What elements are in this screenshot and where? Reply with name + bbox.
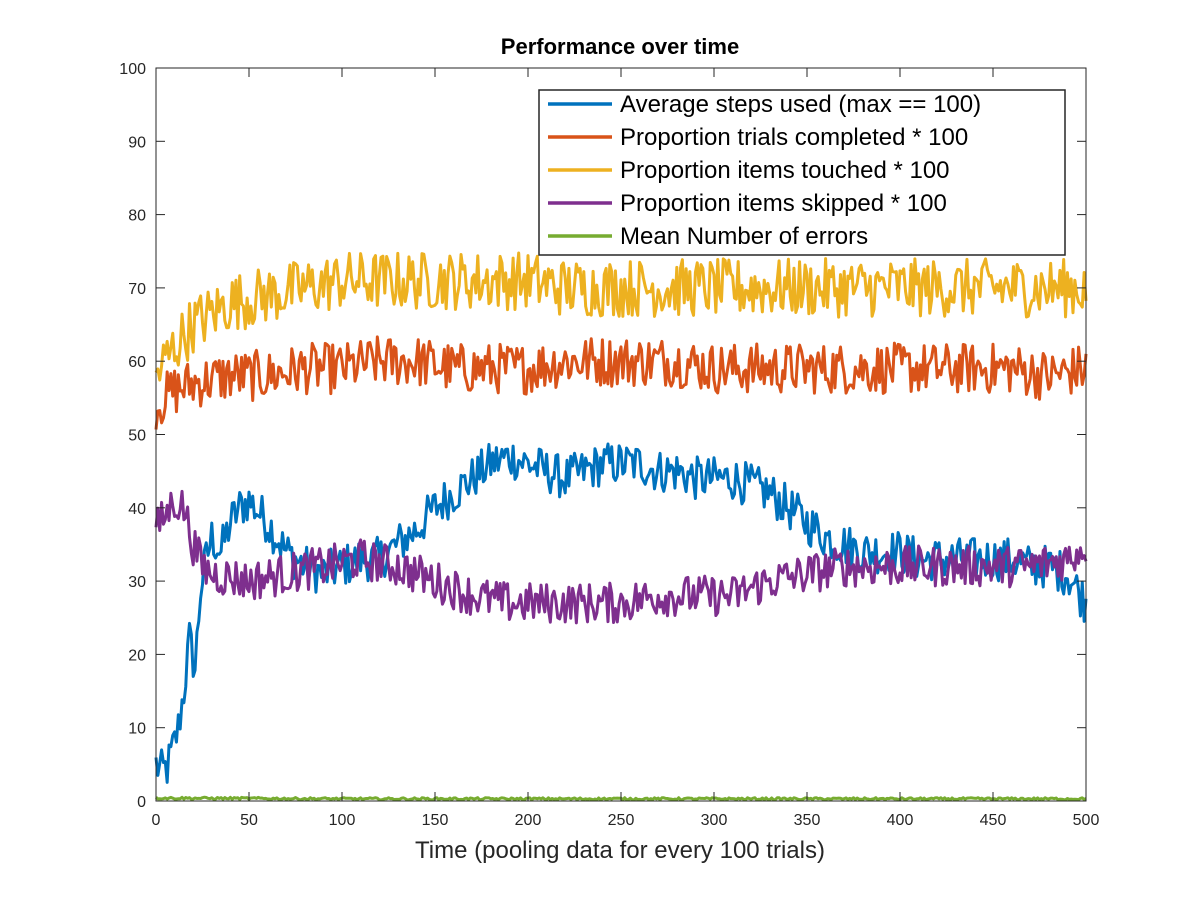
legend-entry: Average steps used (max == 100) [620, 91, 981, 118]
legend-entry: Proportion items touched * 100 [620, 157, 950, 184]
legend: Average steps used (max == 100) Proportio… [538, 89, 1066, 256]
x-tick-label: 400 [887, 812, 914, 829]
y-tick-label: 100 [119, 61, 146, 78]
y-axis: 0 10 20 30 40 50 60 70 80 90 100 [119, 61, 1086, 811]
x-tick-label: 300 [701, 812, 728, 829]
x-tick-label: 100 [329, 812, 356, 829]
x-axis: 0 50 100 150 200 250 300 350 400 450 500 [152, 68, 1100, 829]
x-tick-label: 200 [515, 812, 542, 829]
y-tick-label: 10 [128, 721, 146, 738]
chart-title: Performance over time [501, 34, 739, 59]
legend-entry: Mean Number of errors [620, 223, 868, 250]
x-tick-label: 500 [1073, 812, 1100, 829]
x-tick-label: 250 [608, 812, 635, 829]
y-tick-label: 20 [128, 647, 146, 664]
x-tick-label: 0 [152, 812, 161, 829]
y-tick-label: 40 [128, 501, 146, 518]
legend-entry: Proportion trials completed * 100 [620, 124, 968, 151]
y-tick-label: 30 [128, 574, 146, 591]
y-tick-label: 60 [128, 354, 146, 371]
series-line-3 [154, 489, 1088, 625]
y-tick-label: 50 [128, 428, 146, 445]
legend-entry: Proportion items skipped * 100 [620, 190, 947, 217]
x-tick-label: 150 [422, 812, 449, 829]
x-tick-label: 50 [240, 812, 258, 829]
y-tick-label: 70 [128, 281, 146, 298]
y-tick-label: 90 [128, 134, 146, 151]
series-line-2 [154, 251, 1088, 382]
x-tick-label: 450 [980, 812, 1007, 829]
x-tick-label: 350 [794, 812, 821, 829]
legend-box [538, 89, 1066, 256]
series-line-1 [154, 335, 1088, 430]
x-axis-label: Time (pooling data for every 100 trials) [415, 837, 825, 864]
plot-lines [154, 251, 1088, 802]
y-tick-label: 80 [128, 208, 146, 225]
series-line-0 [154, 442, 1088, 784]
y-tick-label: 0 [137, 794, 146, 811]
